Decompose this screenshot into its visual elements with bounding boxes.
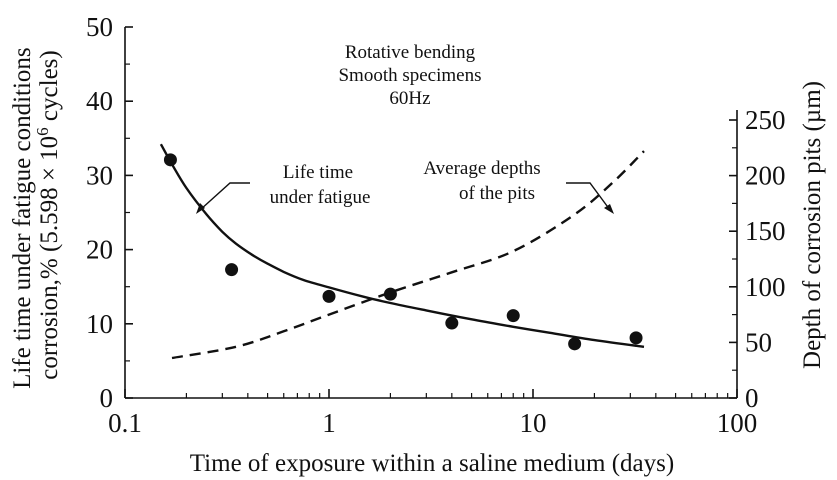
x-tick-label: 10 — [520, 408, 547, 438]
life-time-curve — [161, 144, 644, 347]
right-y-tick-label: 0 — [745, 383, 759, 413]
exponent: 6 — [33, 127, 52, 136]
x-ticks: 0.1 1 10 100 — [108, 389, 757, 438]
data-point — [630, 331, 643, 344]
x-tick-label: 0.1 — [108, 408, 142, 438]
right-y-axis-label: Depth of corrosion pits (µm) — [799, 81, 826, 369]
pit-depth-curve — [172, 151, 644, 358]
x-axis-label: Time of exposure within a saline medium … — [190, 450, 674, 477]
life-annotation-line-1: Life time — [283, 162, 353, 183]
condition-line-3: 60Hz — [389, 88, 430, 109]
left-y-axis-label-line1: Life time under fatigue conditions — [9, 47, 36, 389]
life-annotation: Life time under fatigue — [196, 162, 370, 214]
left-y-tick-label: 30 — [86, 160, 113, 190]
right-y-tick-label: 150 — [745, 216, 786, 246]
life-annotation-leader — [200, 183, 250, 210]
left-y-tick-label: 50 — [86, 12, 113, 42]
right-y-tick-label: 100 — [745, 272, 786, 302]
condition-line-1: Rotative bending — [345, 42, 476, 63]
life-annotation-line-2: under fatigue — [270, 187, 371, 208]
data-point — [384, 288, 397, 301]
left-y-tick-label: 40 — [86, 86, 113, 116]
depth-annotation-arrowhead — [604, 204, 614, 214]
condition-line-2: Smooth specimens — [338, 65, 481, 86]
depth-annotation: Average depths of the pits — [423, 158, 614, 214]
data-point — [164, 153, 177, 166]
left-y-tick-label: 20 — [86, 235, 113, 265]
data-point — [507, 309, 520, 322]
right-y-tick-label: 200 — [745, 161, 786, 191]
left-y-axis-label: Life time under fatigue conditions corro… — [9, 41, 63, 389]
x-tick-label: 1 — [322, 408, 336, 438]
depth-annotation-line-1: Average depths — [423, 158, 540, 179]
left-y-tick-label: 0 — [100, 383, 114, 413]
depth-annotation-leader — [566, 183, 610, 210]
data-point — [568, 337, 581, 350]
conditions-text: Rotative bending Smooth specimens 60Hz — [338, 42, 481, 109]
data-point — [323, 290, 336, 303]
left-y-ticks: 0 10 20 30 40 50 — [86, 12, 133, 413]
right-y-tick-label: 250 — [745, 105, 786, 135]
data-point — [225, 263, 238, 276]
left-y-axis-label-line2: corrosion,% (5.598 × 106 cycles) — [33, 50, 63, 379]
right-y-tick-label: 50 — [745, 327, 772, 357]
data-point — [445, 317, 458, 330]
left-y-tick-label: 10 — [86, 309, 113, 339]
depth-annotation-line-2: of the pits — [459, 183, 535, 204]
